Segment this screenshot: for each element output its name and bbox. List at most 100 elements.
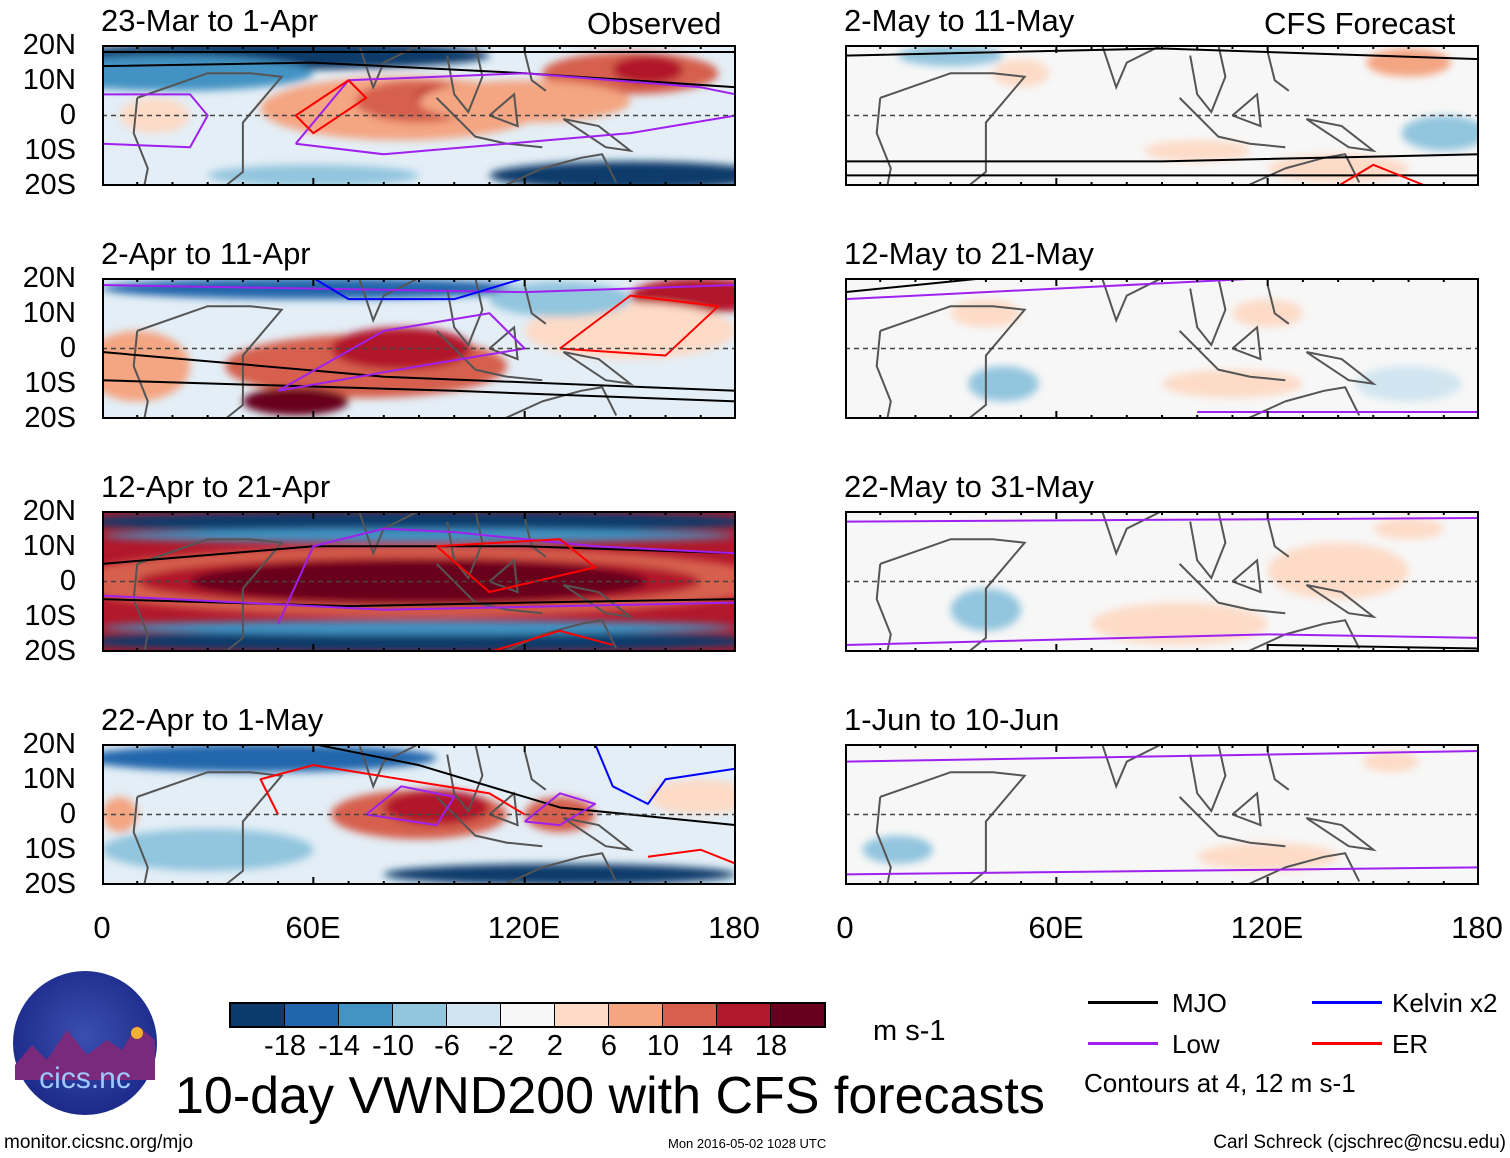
footer-timestamp: Mon 2016-05-02 1028 UTC xyxy=(668,1136,827,1151)
colorbar-swatch xyxy=(609,1004,663,1026)
anomaly-shading xyxy=(1232,299,1303,328)
anomaly-shading xyxy=(383,789,490,826)
contour-line xyxy=(1337,163,1427,186)
colorbar-units: m s-1 xyxy=(873,1015,946,1047)
lon-label: 60E xyxy=(1028,910,1084,945)
anomaly-shading xyxy=(968,366,1039,402)
colorbar-swatch xyxy=(771,1004,824,1026)
anomaly-shading xyxy=(1366,48,1451,77)
lat-label: 20N xyxy=(22,29,76,61)
map-panel xyxy=(845,744,1479,885)
lat-label: 10N xyxy=(22,64,76,96)
contour-line xyxy=(435,538,597,594)
contour-line xyxy=(295,114,736,156)
colorbar-swatch xyxy=(339,1004,393,1026)
panel-title: 1-Jun to 10-Jun xyxy=(844,702,1060,737)
legend-er: ER xyxy=(1392,1029,1429,1059)
lat-label: 0 xyxy=(59,99,76,131)
contour-line xyxy=(277,312,526,392)
panel-title: 22-May to 31-May xyxy=(844,469,1094,504)
lat-label: 20S xyxy=(24,635,76,667)
legend-kelvin: Kelvin x2 xyxy=(1392,988,1498,1018)
contour-line xyxy=(845,153,1479,163)
lat-label: 10N xyxy=(22,297,76,329)
contour-line xyxy=(845,750,1479,763)
lon-label: 0 xyxy=(836,910,854,945)
lon-label: 180 xyxy=(708,910,760,945)
anomaly-shading xyxy=(612,55,684,84)
lat-label: 10S xyxy=(24,134,76,166)
panel-title: 12-Apr to 21-Apr xyxy=(101,469,331,504)
anomaly-shading xyxy=(897,45,1004,67)
lon-label: 0 xyxy=(93,910,111,945)
contour-line xyxy=(489,629,613,652)
legend-mjo: MJO xyxy=(1172,988,1227,1018)
footer-url[interactable]: monitor.cicsnc.org/mjo xyxy=(4,1132,194,1153)
lat-label: 10N xyxy=(22,763,76,795)
contour-line xyxy=(845,633,1479,646)
contour-line xyxy=(559,294,720,357)
anomaly-shading xyxy=(992,59,1050,88)
contour-line xyxy=(365,785,456,827)
panel-title: 2-Apr to 11-Apr xyxy=(101,236,311,271)
colorbar-swatch xyxy=(285,1004,339,1026)
anomaly-shading xyxy=(102,511,736,533)
colorbar-swatch xyxy=(501,1004,555,1026)
anomaly-shading xyxy=(1373,518,1444,540)
figure-title: 10-day VWND200 with CFS forecasts xyxy=(175,1067,1045,1125)
lat-label: 20N xyxy=(22,728,76,760)
map-panel xyxy=(845,45,1479,186)
colorbar-label: -6 xyxy=(434,1030,460,1062)
lon-label: 120E xyxy=(487,910,561,945)
colorbar-label: 10 xyxy=(646,1030,680,1062)
anomaly-shading xyxy=(950,299,1022,328)
contour-line xyxy=(102,93,209,149)
contour-line xyxy=(102,594,736,611)
lon-label: 120E xyxy=(1230,910,1304,945)
colorbar-label: 14 xyxy=(700,1030,734,1062)
colorbar-label: -18 xyxy=(264,1030,306,1062)
anomaly-shading xyxy=(419,80,631,123)
colorbar-swatch xyxy=(393,1004,447,1026)
lat-label: 0 xyxy=(59,332,76,364)
map-panel xyxy=(102,744,736,885)
anomaly-shading xyxy=(1091,602,1268,645)
contour-line xyxy=(845,866,1479,876)
coastline xyxy=(875,278,1377,419)
colorbar-swatch xyxy=(231,1004,285,1026)
lat-label: 10S xyxy=(24,833,76,865)
colorbar-swatch xyxy=(663,1004,717,1026)
lat-label: 10N xyxy=(22,530,76,562)
contour-line xyxy=(102,379,736,403)
contour-line xyxy=(845,278,986,294)
anomaly-shading xyxy=(242,387,349,416)
legend-er-line xyxy=(1312,1042,1382,1045)
lat-label: 20S xyxy=(24,169,76,201)
observed-label: Observed xyxy=(587,6,722,41)
contour-line xyxy=(647,848,736,865)
map-panel xyxy=(102,511,736,652)
contour-note: Contours at 4, 12 m s-1 xyxy=(1084,1068,1356,1098)
map-panel xyxy=(102,45,736,186)
contour-line xyxy=(277,527,736,625)
panel-title: 2-May to 11-May xyxy=(844,3,1075,38)
lat-label: 20N xyxy=(22,495,76,527)
lon-label: 60E xyxy=(285,910,341,945)
legend-low-line xyxy=(1088,1042,1158,1045)
legend-low: Low xyxy=(1172,1029,1220,1059)
contour-line xyxy=(524,792,597,827)
anomaly-shading xyxy=(862,835,934,864)
lat-label: 0 xyxy=(59,798,76,830)
contour-line xyxy=(102,545,736,565)
contour-line xyxy=(295,79,368,135)
cfs-forecast-label: CFS Forecast xyxy=(1264,6,1456,41)
anomaly-shading xyxy=(102,528,736,543)
anomaly-shading xyxy=(207,164,419,186)
lat-label: 10S xyxy=(24,600,76,632)
map-panel xyxy=(845,278,1479,419)
anomaly-shading xyxy=(1162,369,1303,398)
coastline xyxy=(132,45,634,186)
panel-title: 22-Apr to 1-May xyxy=(101,702,324,737)
colorbar-label: 2 xyxy=(546,1030,564,1062)
